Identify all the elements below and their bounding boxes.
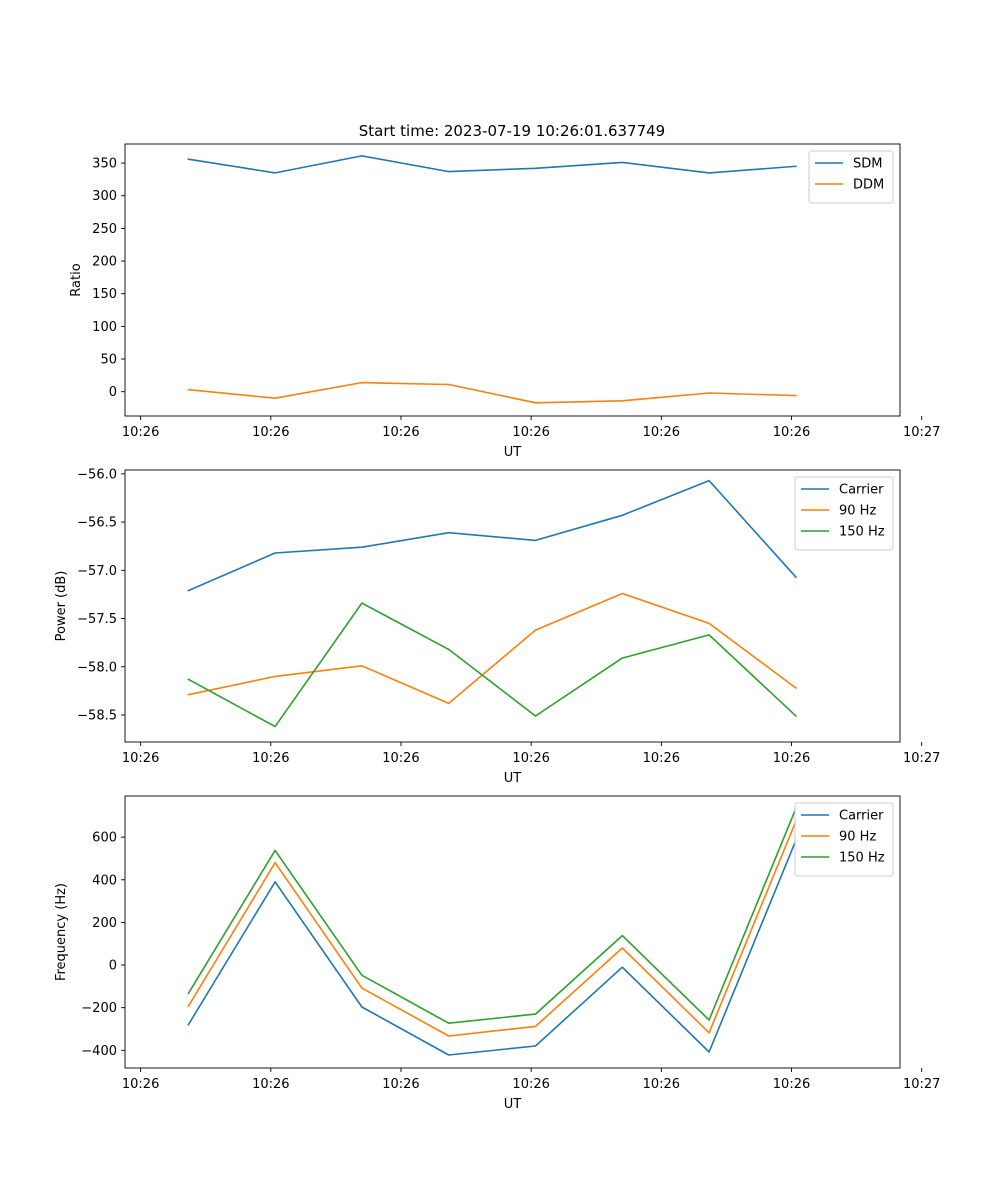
legend-label: 150 Hz — [839, 525, 885, 540]
x-tick-label: 10:26 — [512, 751, 549, 766]
x-tick-label: 10:27 — [903, 425, 940, 440]
x-tick-label: 10:26 — [643, 751, 680, 766]
legend-label: DDM — [853, 178, 884, 193]
y-tick-label: 400 — [92, 873, 117, 888]
x-tick-label: 10:26 — [382, 1077, 419, 1092]
y-tick-label: 600 — [92, 831, 117, 846]
x-tick-label: 10:26 — [643, 425, 680, 440]
series-line-150-hz — [187, 602, 798, 728]
legend-label: 90 Hz — [839, 504, 876, 519]
series-line-carrier — [187, 479, 798, 592]
y-tick-label: 100 — [92, 320, 117, 335]
axes-frame — [124, 143, 901, 417]
y-tick-label: −58.0 — [77, 660, 117, 675]
y-axis-label: Frequency (Hz) — [54, 883, 69, 981]
legend: Carrier 90 Hz 150 Hz — [794, 802, 894, 877]
x-tick-label: 10:26 — [252, 425, 289, 440]
y-tick-label: 0 — [109, 385, 117, 400]
y-tick-label: 200 — [92, 255, 117, 270]
x-tick-label: 10:26 — [773, 751, 810, 766]
x-axis-label: UT — [504, 1097, 522, 1112]
series-line-ddm — [187, 381, 797, 404]
legend-label: 150 Hz — [839, 851, 885, 866]
series-line-90-hz — [187, 592, 798, 705]
x-tick-label: 10:26 — [643, 1077, 680, 1092]
x-tick-label: 10:26 — [122, 1077, 159, 1092]
y-tick-label: 250 — [92, 222, 117, 237]
y-tick-label: 350 — [92, 157, 117, 172]
y-tick-label: −400 — [81, 1044, 117, 1059]
chart-panel-3: 10:26 10:26 10:26 10:26 10:26 10:26 10:27 −400 −… — [54, 795, 940, 1112]
x-tick-label: 10:26 — [512, 1077, 549, 1092]
legend-box — [808, 150, 894, 204]
x-tick-label: 10:26 — [122, 425, 159, 440]
legend-label: Carrier — [839, 809, 884, 824]
axes-frame — [124, 469, 901, 743]
x-tick-label: 10:27 — [903, 751, 940, 766]
x-tick-label: 10:26 — [512, 425, 549, 440]
x-tick-label: 10:26 — [122, 751, 159, 766]
y-axis-label: Ratio — [69, 263, 84, 296]
series-line-carrier — [187, 839, 797, 1056]
x-tick-label: 10:26 — [252, 751, 289, 766]
legend-label: 90 Hz — [839, 830, 876, 845]
chart-title: Start time: 2023-07-19 10:26:01.637749 — [359, 122, 665, 140]
chart-panel-1: 10:26 10:26 10:26 10:26 10:26 10:26 10:27 0 50 10… — [69, 143, 940, 460]
legend-label: Carrier — [839, 483, 884, 498]
y-tick-label: −56.0 — [77, 467, 117, 482]
legend: Carrier 90 Hz 150 Hz — [794, 476, 894, 551]
y-tick-label: −56.5 — [77, 516, 117, 531]
x-tick-label: 10:26 — [252, 1077, 289, 1092]
x-tick-label: 10:26 — [382, 751, 419, 766]
y-tick-label: −57.0 — [77, 564, 117, 579]
y-axis-label: Power (dB) — [54, 571, 69, 642]
x-tick-label: 10:26 — [382, 425, 419, 440]
legend: SDM DDM — [808, 150, 894, 204]
y-tick-label: 150 — [92, 287, 117, 302]
y-tick-label: −200 — [81, 1001, 117, 1016]
y-tick-label: 0 — [109, 959, 117, 974]
y-tick-label: 200 — [92, 916, 117, 931]
y-tick-label: 50 — [100, 353, 117, 368]
x-tick-label: 10:26 — [773, 425, 810, 440]
y-tick-label: 300 — [92, 189, 117, 204]
series-line-90-hz — [187, 820, 797, 1037]
x-axis-label: UT — [504, 445, 522, 460]
legend-label: SDM — [853, 157, 882, 172]
chart-panel-2: 10:26 10:26 10:26 10:26 10:26 10:26 10:27 −58.5… — [54, 467, 940, 786]
x-tick-label: 10:26 — [773, 1077, 810, 1092]
series-line-sdm — [187, 155, 797, 174]
series-line-150-hz — [187, 807, 797, 1025]
x-axis-label: UT — [504, 771, 522, 786]
axes-frame — [124, 795, 901, 1069]
x-tick-label: 10:27 — [903, 1077, 940, 1092]
y-tick-label: −58.5 — [77, 708, 117, 723]
y-tick-label: −57.5 — [77, 612, 117, 627]
